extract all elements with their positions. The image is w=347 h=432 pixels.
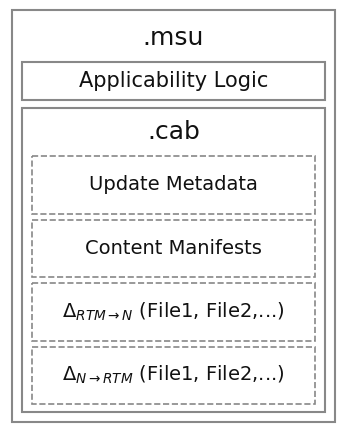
Text: Update Metadata: Update Metadata bbox=[89, 175, 258, 194]
Text: .cab: .cab bbox=[147, 120, 200, 144]
Bar bbox=[32, 219, 315, 277]
Bar bbox=[32, 346, 315, 404]
Text: $\Delta_{RTM\rightarrow N}$ (File1, File2,...): $\Delta_{RTM\rightarrow N}$ (File1, File… bbox=[62, 301, 285, 323]
Bar bbox=[32, 156, 315, 213]
Bar bbox=[22, 108, 325, 412]
Text: Applicability Logic: Applicability Logic bbox=[79, 71, 268, 91]
Bar bbox=[32, 283, 315, 340]
Bar bbox=[22, 62, 325, 100]
Text: Content Manifests: Content Manifests bbox=[85, 239, 262, 258]
Text: .msu: .msu bbox=[143, 26, 204, 50]
Text: $\Delta_{N\rightarrow RTM}$ (File1, File2,...): $\Delta_{N\rightarrow RTM}$ (File1, File… bbox=[62, 364, 285, 386]
